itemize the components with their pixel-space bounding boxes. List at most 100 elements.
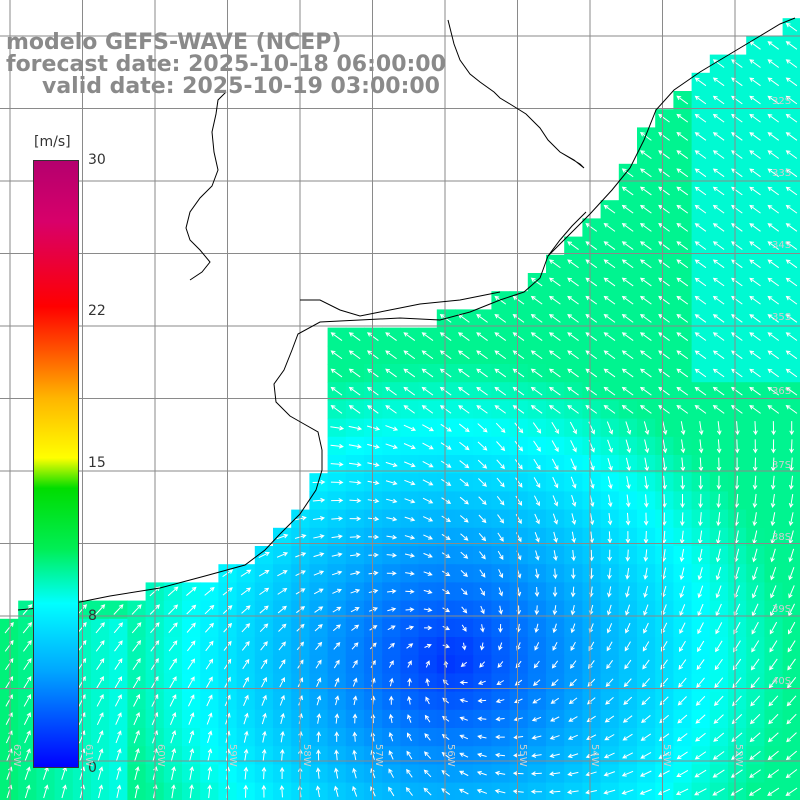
wind-arrow <box>205 640 214 652</box>
wind-arrow <box>767 59 780 68</box>
wind-arrow <box>332 606 342 613</box>
wind-arrow <box>422 424 434 432</box>
wind-arrow <box>366 425 381 431</box>
wind-arrow <box>694 77 707 87</box>
wind-arrow <box>387 607 397 612</box>
wind-arrow <box>676 314 689 323</box>
wind-arrow <box>348 368 361 378</box>
wind-arrow <box>570 623 576 634</box>
wind-arrow <box>621 368 634 378</box>
wind-arrow <box>585 771 597 777</box>
wind-arrow <box>476 332 488 341</box>
wind-arrow <box>533 477 541 489</box>
lon-label-62W: 62W <box>11 744 22 767</box>
valid-date: valid date: 2025-10-19 03:00:00 <box>42 74 440 99</box>
wind-arrow <box>571 531 576 544</box>
wind-arrow <box>279 766 285 780</box>
wind-arrow <box>549 771 561 777</box>
wind-arrow <box>476 386 488 396</box>
wind-arrow <box>421 368 434 378</box>
wind-arrow <box>366 386 379 396</box>
wind-arrow <box>369 625 378 631</box>
wind-arrow <box>421 405 434 414</box>
wind-arrow <box>495 698 505 704</box>
wind-arrow <box>385 350 397 360</box>
wind-arrow <box>585 405 598 414</box>
wind-arrow <box>603 259 616 269</box>
wind-arrow <box>730 386 743 396</box>
lon-label-57W: 57W <box>373 744 384 767</box>
lon-label-56W: 56W <box>445 744 456 767</box>
wind-arrow <box>567 332 579 341</box>
wind-arrow <box>330 405 343 414</box>
colorbar-tick-0: 0 <box>88 760 97 776</box>
wind-arrow <box>23 657 32 671</box>
wind-arrow <box>552 605 558 616</box>
wind-arrow <box>461 624 467 632</box>
wind-arrow <box>369 642 377 650</box>
wind-arrow <box>512 332 525 341</box>
wind-arrow <box>606 421 614 435</box>
wind-arrow <box>330 350 343 360</box>
wind-arrow <box>189 784 194 799</box>
wind-arrow <box>570 568 576 580</box>
lon-label-58W: 58W <box>301 744 312 767</box>
wind-arrow <box>712 751 725 760</box>
wind-arrow <box>24 730 31 744</box>
wind-arrow <box>497 661 504 669</box>
wind-arrow <box>606 604 612 616</box>
colorbar-unit: [m/s] <box>34 134 71 150</box>
wind-arrow <box>368 552 379 558</box>
wind-arrow <box>459 478 470 487</box>
wind-arrow <box>749 223 761 232</box>
wind-arrow <box>567 368 579 378</box>
wind-arrow <box>712 769 725 778</box>
wind-arrow <box>457 350 470 360</box>
colorbar <box>33 160 79 768</box>
wind-arrow <box>457 368 470 378</box>
wind-arrow <box>477 441 488 451</box>
wind-arrow <box>6 766 13 780</box>
wind-arrow <box>169 676 177 689</box>
wind-arrow <box>622 752 634 759</box>
wind-arrow <box>459 515 469 523</box>
wind-arrow <box>677 714 688 724</box>
wind-arrow <box>696 677 705 688</box>
wind-arrow <box>330 332 343 341</box>
wind-arrow <box>512 350 525 360</box>
wind-arrow <box>278 641 286 651</box>
wind-arrow <box>531 753 542 758</box>
wind-arrow <box>676 204 689 214</box>
wind-arrow <box>730 769 743 778</box>
wind-arrow <box>352 767 357 779</box>
wind-arrow <box>551 440 559 453</box>
wind-arrow <box>530 314 543 323</box>
wind-arrow <box>621 295 634 305</box>
wind-arrow <box>713 695 724 707</box>
wind-arrow <box>459 460 470 469</box>
wind-arrow <box>548 314 561 323</box>
wind-arrow <box>334 749 339 761</box>
wind-arrow <box>315 641 323 650</box>
wind-arrow <box>658 204 670 214</box>
wind-arrow <box>312 516 325 521</box>
wind-arrow <box>786 695 797 707</box>
wind-arrow <box>133 729 140 744</box>
wind-arrow <box>621 332 634 341</box>
wind-arrow <box>439 386 452 396</box>
wind-arrow <box>623 696 633 705</box>
wind-arrow <box>621 168 634 178</box>
wind-arrow <box>639 186 652 196</box>
wind-arrow <box>748 787 762 796</box>
wind-arrow <box>439 368 452 378</box>
wind-arrow <box>676 350 689 360</box>
wind-arrow <box>366 368 379 378</box>
wind-arrow <box>548 277 561 287</box>
wind-arrow <box>131 622 142 634</box>
wind-arrow <box>712 113 725 123</box>
wind-arrow <box>243 694 249 706</box>
wind-arrow <box>639 168 652 178</box>
wind-arrow <box>767 732 779 743</box>
wind-arrow <box>405 607 415 612</box>
wind-arrow <box>404 535 416 540</box>
